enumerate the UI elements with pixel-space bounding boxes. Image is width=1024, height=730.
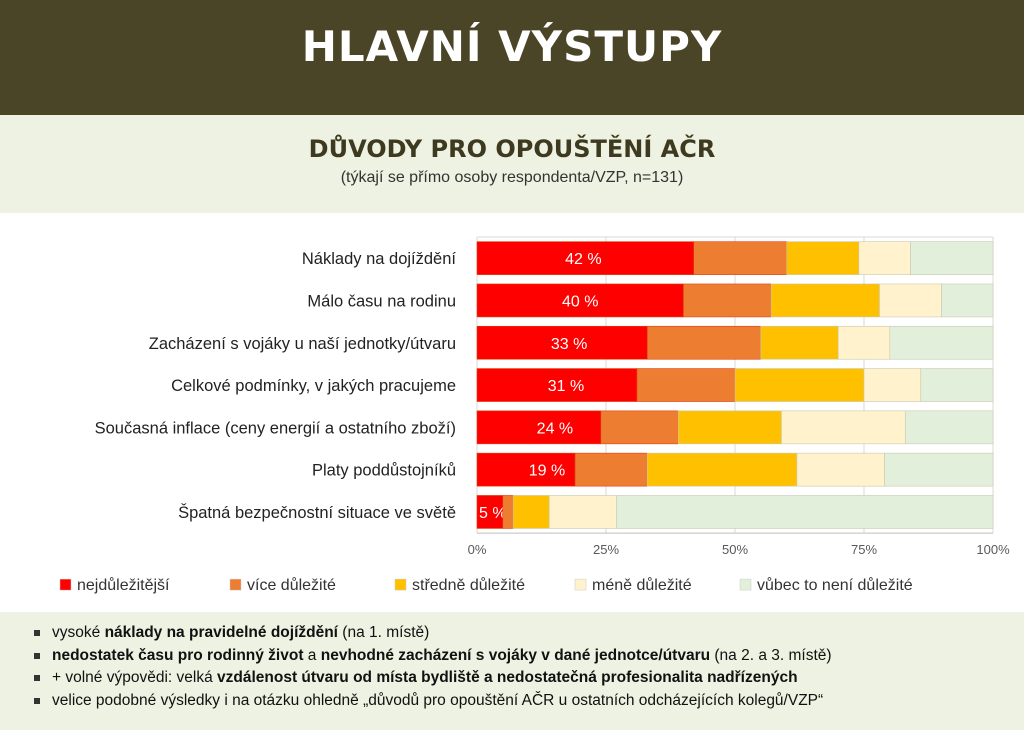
data-label: 33 % bbox=[551, 336, 587, 353]
x-tick-label: 100% bbox=[976, 542, 1010, 557]
data-label: 42 % bbox=[565, 251, 601, 268]
bar-segment-méně-důležité bbox=[548, 495, 617, 529]
bar-segment-středně-důležité bbox=[512, 495, 550, 529]
bullet-emphasis: nevhodné zacházení s vojáky v dané jedno… bbox=[320, 646, 711, 664]
bar-segment-více-důležité bbox=[502, 495, 514, 529]
bullet-emphasis: vzdálenost útvaru od místa bydliště a ne… bbox=[217, 669, 798, 686]
data-label: 19 % bbox=[529, 463, 565, 480]
legend-swatch bbox=[394, 578, 407, 591]
bullet-item: velice podobné výsledky i na otázku ohle… bbox=[34, 692, 1024, 710]
legend-swatch bbox=[229, 578, 242, 591]
subtitle-panel: DŮVODY PRO OPOUŠTĚNÍ AČR (týkají se přím… bbox=[0, 115, 1024, 213]
bullet-text: a bbox=[303, 646, 321, 664]
legend-label: vůbec to není důležité bbox=[757, 576, 913, 594]
category-label: Špatná bezpečnostní situace ve světě bbox=[178, 503, 456, 522]
category-label: Současná inflace (ceny energií a ostatní… bbox=[95, 419, 456, 437]
bullet-item: nedostatek času pro rodinný život a nevh… bbox=[34, 647, 1024, 665]
legend-label: středně důležité bbox=[412, 576, 525, 594]
legend-label: více důležité bbox=[247, 576, 336, 594]
category-label: Málo času na rodinu bbox=[307, 292, 456, 310]
bullet-text: + volné výpovědi: velká bbox=[52, 669, 217, 686]
bar-segment-více-důležité bbox=[683, 283, 772, 318]
bar-segment-nejdůležitější bbox=[476, 241, 695, 275]
bullet-text: (na 2. a 3. místě) bbox=[710, 646, 832, 664]
legend-label: nejdůležitější bbox=[77, 576, 170, 594]
bar-segment-nejdůležitější bbox=[476, 410, 602, 445]
bar-segment-vůbec-to-není-důležité bbox=[889, 325, 994, 360]
x-tick-label: 50% bbox=[722, 542, 748, 557]
bullet-item: + volné výpovědi: velká vzdálenost útvar… bbox=[34, 669, 1024, 687]
bar-segment-více-důležité bbox=[693, 241, 787, 275]
bullet-item: vysoké náklady na pravidelné dojíždění (… bbox=[34, 624, 1024, 642]
bar-segment-nejdůležitější bbox=[476, 368, 638, 402]
legend-label: méně důležité bbox=[592, 576, 692, 594]
summary-bullets: vysoké náklady na pravidelné dojíždění (… bbox=[0, 612, 1024, 730]
page-title: HLAVNÍ VÝSTUPY bbox=[301, 22, 723, 71]
bar-segment-středně-důležité bbox=[786, 241, 860, 275]
bar-segment-středně-důležité bbox=[734, 368, 865, 402]
bullet-text: velice podobné výsledky i na otázku ohle… bbox=[52, 691, 824, 709]
chart-note: (týkají se přímo osoby respondenta/VZP, … bbox=[340, 169, 684, 186]
bar-segment-nejdůležitější bbox=[476, 283, 684, 318]
data-label: 40 % bbox=[562, 293, 598, 310]
bar-segment-vůbec-to-není-důležité bbox=[920, 368, 994, 402]
legend-swatch bbox=[574, 578, 587, 591]
bar-segment-více-důležité bbox=[600, 410, 679, 445]
bar-segment-méně-důležité bbox=[796, 452, 885, 487]
bar-segment-nejdůležitější bbox=[476, 452, 576, 487]
bar-segment-více-důležité bbox=[636, 368, 736, 402]
bar-segment-méně-důležité bbox=[837, 325, 891, 360]
x-tick-label: 0% bbox=[468, 542, 487, 557]
data-label: 24 % bbox=[537, 420, 573, 437]
bullet-emphasis: náklady na pravidelné dojíždění bbox=[104, 624, 338, 641]
x-tick-label: 25% bbox=[593, 542, 619, 557]
bar-segment-vůbec-to-není-důležité bbox=[884, 452, 994, 487]
bar-segment-vůbec-to-není-důležité bbox=[616, 495, 994, 529]
category-label: Zacházení s vojáky u naší jednotky/útvar… bbox=[149, 335, 456, 353]
bar-segment-více-důležité bbox=[574, 452, 648, 487]
category-label: Náklady na dojíždění bbox=[302, 250, 457, 268]
bar-segment-středně-důležité bbox=[677, 410, 782, 445]
x-tick-label: 75% bbox=[851, 542, 877, 557]
chart-title: DŮVODY PRO OPOUŠTĚNÍ AČR bbox=[308, 135, 716, 163]
bar-segment-středně-důležité bbox=[760, 325, 839, 360]
bullet-text: (na 1. místě) bbox=[338, 624, 430, 641]
stacked-bar-chart: 0% 25% 50% 75% 100% Náklady na dojíždění 42 % M… bbox=[59, 236, 1010, 594]
bar-segment-méně-důležité bbox=[879, 283, 942, 318]
legend-swatch bbox=[59, 578, 72, 591]
header: HLAVNÍ VÝSTUPY bbox=[0, 0, 1024, 115]
bar-segment-méně-důležité bbox=[863, 368, 922, 402]
bullet-emphasis: nedostatek času pro rodinný život bbox=[52, 646, 304, 664]
category-label: Platy poddůstojníků bbox=[312, 462, 456, 480]
bar-segment-středně-důležité bbox=[770, 283, 880, 318]
bar-segment-více-důležité bbox=[646, 325, 762, 360]
data-label: 5 % bbox=[479, 505, 507, 522]
category-label: Celkové podmínky, v jakých pracujeme bbox=[171, 377, 456, 395]
data-label: 31 % bbox=[548, 378, 584, 395]
bar-segment-středně-důležité bbox=[646, 452, 798, 487]
legend-swatch bbox=[739, 578, 752, 591]
bar-segment-méně-důležité bbox=[858, 241, 911, 275]
bar-segment-vůbec-to-není-důležité bbox=[941, 283, 994, 318]
bar-segment-vůbec-to-není-důležité bbox=[910, 241, 994, 275]
bullet-text: vysoké bbox=[52, 624, 105, 641]
bar-segment-méně-důležité bbox=[781, 410, 906, 445]
bar-segment-nejdůležitější bbox=[476, 325, 648, 360]
bar-segment-vůbec-to-není-důležité bbox=[904, 410, 994, 445]
